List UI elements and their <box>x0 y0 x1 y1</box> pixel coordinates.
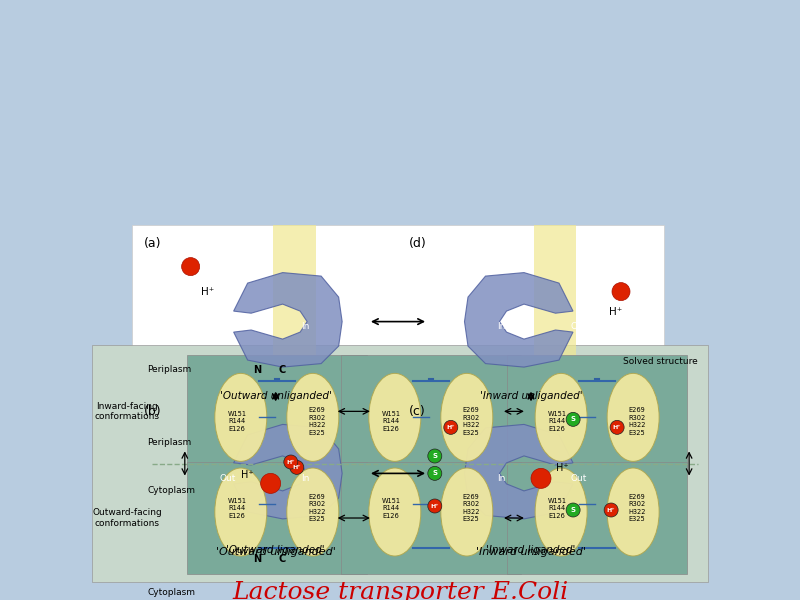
Bar <box>341 462 521 574</box>
Text: Out: Out <box>571 322 587 331</box>
Ellipse shape <box>214 373 266 461</box>
Ellipse shape <box>607 468 659 556</box>
Circle shape <box>612 283 630 301</box>
Text: E269
R302
H322
E325: E269 R302 H322 E325 <box>308 494 326 522</box>
Text: W151
R144
E126: W151 R144 E126 <box>548 411 566 432</box>
Text: In: In <box>497 322 505 331</box>
Text: (a): (a) <box>144 237 162 250</box>
Text: Out: Out <box>571 474 587 483</box>
Bar <box>186 462 366 574</box>
Ellipse shape <box>369 468 421 556</box>
Text: W151
R144
E126: W151 R144 E126 <box>382 411 400 432</box>
Text: E269
R302
H322
E325: E269 R302 H322 E325 <box>462 494 479 522</box>
Text: (b): (b) <box>144 406 162 419</box>
Text: W151
R144
E126: W151 R144 E126 <box>548 497 566 518</box>
Text: H⁺: H⁺ <box>241 470 254 481</box>
Ellipse shape <box>607 373 659 461</box>
Circle shape <box>610 421 624 434</box>
Text: Inward-facing
conformations: Inward-facing conformations <box>94 401 159 421</box>
Text: N: N <box>253 365 261 375</box>
Text: 'Inward unliganded': 'Inward unliganded' <box>480 391 582 401</box>
Polygon shape <box>234 424 342 519</box>
Text: H⁺: H⁺ <box>286 460 295 464</box>
Ellipse shape <box>441 373 493 461</box>
Text: (c): (c) <box>409 406 426 419</box>
Bar <box>534 225 576 570</box>
Ellipse shape <box>441 468 493 556</box>
Circle shape <box>428 449 442 463</box>
Text: E269
R302
H322
E325: E269 R302 H322 E325 <box>628 494 646 522</box>
Text: C: C <box>278 554 286 564</box>
Circle shape <box>566 503 580 517</box>
Text: In: In <box>302 322 310 331</box>
Bar <box>186 355 366 467</box>
Text: Out: Out <box>219 474 236 483</box>
Text: W151
R144
E126: W151 R144 E126 <box>227 497 246 518</box>
Ellipse shape <box>535 468 587 556</box>
Text: S: S <box>432 470 438 476</box>
Text: Solved structure: Solved structure <box>623 357 698 366</box>
Text: E269
R302
H322
E325: E269 R302 H322 E325 <box>308 407 326 436</box>
Text: S: S <box>432 453 438 459</box>
Bar <box>273 225 315 570</box>
Circle shape <box>290 460 304 475</box>
Text: 'Inward unliganded': 'Inward unliganded' <box>476 547 586 557</box>
Text: S: S <box>570 416 576 422</box>
Text: In: In <box>302 474 310 483</box>
Text: H⁺: H⁺ <box>446 425 455 430</box>
Text: C: C <box>278 365 286 375</box>
Text: Lactose transporter E.Coli: Lactose transporter E.Coli <box>232 581 568 600</box>
Circle shape <box>428 466 442 481</box>
Text: W151
R144
E126: W151 R144 E126 <box>382 497 400 518</box>
Text: Cytoplasm: Cytoplasm <box>147 487 195 496</box>
Bar <box>132 225 664 570</box>
Text: Outward-facing
conformations: Outward-facing conformations <box>92 508 162 528</box>
Text: E269
R302
H322
E325: E269 R302 H322 E325 <box>462 407 479 436</box>
Polygon shape <box>465 272 573 367</box>
Text: Periplasm: Periplasm <box>147 438 191 447</box>
Bar <box>341 355 521 467</box>
Polygon shape <box>465 424 573 519</box>
Circle shape <box>182 257 200 275</box>
Ellipse shape <box>286 373 338 461</box>
Circle shape <box>284 455 298 469</box>
Text: H⁺: H⁺ <box>607 508 615 512</box>
Bar <box>92 345 708 582</box>
Text: H⁺: H⁺ <box>556 463 569 473</box>
Text: 'Inward liganded': 'Inward liganded' <box>486 545 576 555</box>
Ellipse shape <box>214 468 266 556</box>
Text: Cytoplasm: Cytoplasm <box>147 588 195 597</box>
Text: 'Outward unliganded': 'Outward unliganded' <box>220 391 331 401</box>
Text: Out: Out <box>219 322 236 331</box>
Polygon shape <box>234 272 342 367</box>
Text: In: In <box>497 474 505 483</box>
Text: N: N <box>253 554 261 564</box>
Circle shape <box>444 421 458 434</box>
Circle shape <box>566 412 580 427</box>
Text: E269
R302
H322
E325: E269 R302 H322 E325 <box>628 407 646 436</box>
Text: W151
R144
E126: W151 R144 E126 <box>227 411 246 432</box>
Ellipse shape <box>286 468 338 556</box>
Text: S: S <box>570 507 576 513</box>
Circle shape <box>531 469 551 488</box>
Circle shape <box>604 503 618 517</box>
Bar <box>507 462 687 574</box>
Ellipse shape <box>535 373 587 461</box>
Ellipse shape <box>369 373 421 461</box>
Text: 'Outward liganded': 'Outward liganded' <box>226 545 325 555</box>
Text: H⁺: H⁺ <box>613 425 622 430</box>
Text: Periplasm: Periplasm <box>147 365 191 374</box>
Text: 'Outward unliganded': 'Outward unliganded' <box>216 547 335 557</box>
Text: H⁺: H⁺ <box>430 503 439 509</box>
Circle shape <box>261 473 281 493</box>
Text: H⁺: H⁺ <box>609 307 622 317</box>
Bar <box>507 355 687 467</box>
Text: (d): (d) <box>409 237 426 250</box>
Text: H⁺: H⁺ <box>201 287 214 296</box>
Text: H⁺: H⁺ <box>293 465 301 470</box>
Circle shape <box>428 499 442 513</box>
